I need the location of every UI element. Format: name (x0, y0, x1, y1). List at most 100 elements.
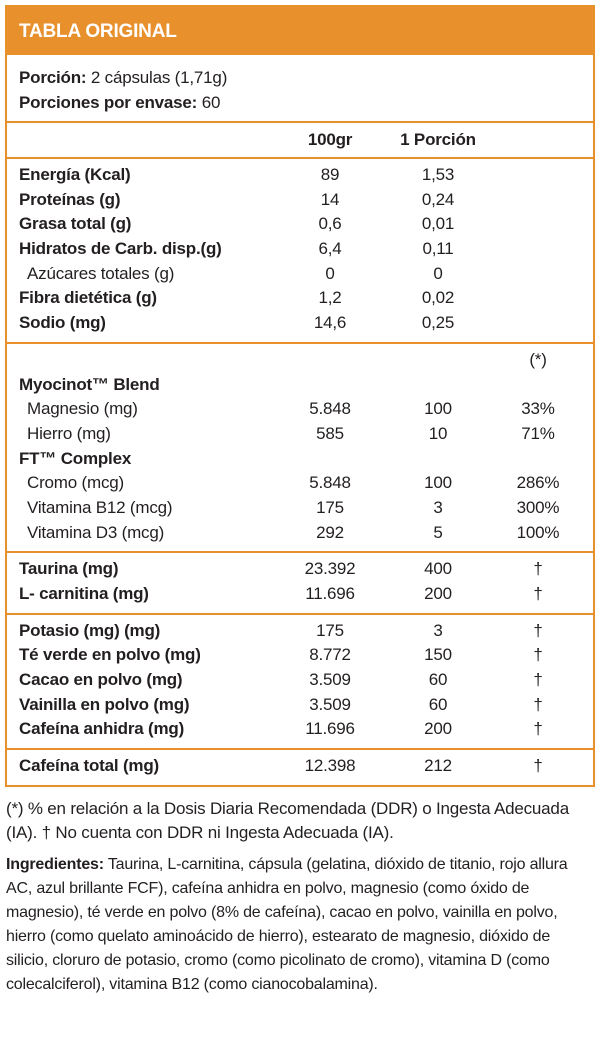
cell-value: 1,53 (421, 165, 455, 184)
cell-value: 0 (325, 263, 335, 283)
table-row: Vainilla en polvo (mg) 3.509 60 † (7, 693, 593, 718)
table-row: Magnesio (mg) 5.848 100 33% (7, 397, 593, 422)
row-label: Myocinot™ Blend (19, 374, 160, 394)
cell-value: 292 (316, 522, 344, 542)
cell-value: 0,11 (422, 239, 454, 259)
row-label: FT™ Complex (19, 448, 132, 468)
serving-info: Porción: 2 cápsulas (1,71g) Porciones por… (7, 55, 593, 123)
cell-value: † (533, 584, 543, 603)
cell-value: 0,6 (318, 214, 342, 234)
column-header: 100gr (307, 130, 353, 149)
cell-value: 585 (316, 423, 344, 443)
table-title: TABLA ORIGINAL (7, 7, 593, 55)
table-row: (*) (7, 348, 593, 373)
table-row: L- carnitina (mg) 11.696 200 † (7, 582, 593, 607)
row-label: Cafeína anhidra (mg) (19, 719, 185, 739)
row-label: Hierro (mg) (27, 423, 111, 443)
cell-value: 100 (424, 399, 452, 419)
cell-value: 11.696 (305, 584, 355, 603)
cell-value: 0,24 (421, 189, 455, 209)
cell-value: 11.696 (305, 719, 355, 739)
cell-value: 175 (316, 620, 344, 640)
row-label: Cromo (mcg) (27, 473, 124, 493)
table-row: Energía (Kcal) 89 1,53 (7, 163, 593, 188)
table-row: Hidratos de Carb. disp.(g) 6,4 0,11 (7, 237, 593, 262)
section: Energía (Kcal) 89 1,53 Proteínas (g) 14 0,24 G… (7, 159, 593, 344)
cell-value: † (533, 756, 543, 776)
table-row: Cacao en polvo (mg) 3.509 60 † (7, 668, 593, 693)
row-label: Grasa total (g) (19, 214, 132, 234)
cell-value: (*) (529, 349, 547, 369)
cell-value: 12.398 (304, 756, 356, 776)
cell-value: 3 (433, 497, 443, 517)
row-label: Cacao en polvo (mg) (19, 670, 183, 690)
section: (*) Myocinot™ Blend Magnesio (mg) 5.848 100 3… (7, 344, 593, 554)
row-label: Fibra dietética (g) (19, 288, 157, 308)
cell-value: † (533, 559, 543, 579)
serving-line: Porción: 2 cápsulas (1,71g) (19, 65, 581, 90)
table-row: Taurina (mg) 23.392 400 † (7, 557, 593, 582)
table-row: Fibra dietética (g) 1,2 0,02 (7, 286, 593, 311)
row-label: Vainilla en polvo (mg) (19, 694, 190, 714)
table-row: Myocinot™ Blend (7, 373, 593, 398)
cell-value: 0 (433, 263, 443, 283)
row-label: Vitamina D3 (mcg) (27, 522, 165, 542)
section: Taurina (mg) 23.392 400 † L- carnitina (mg) 1… (7, 553, 593, 615)
row-label: Magnesio (mg) (27, 399, 138, 419)
cell-value: 100% (516, 522, 560, 542)
cell-value: † (533, 645, 543, 665)
row-label: Sodio (mg) (19, 313, 106, 333)
cell-value: 3 (433, 620, 443, 640)
cell-value: 14 (320, 189, 340, 209)
table-row: Azúcares totales (g) 0 0 (7, 262, 593, 287)
table-row: Proteínas (g) 14 0,24 (7, 188, 593, 213)
serving-line: Porciones por envase: 60 (19, 90, 581, 115)
cell-value: 1,2 (318, 288, 342, 308)
cell-value: 23.392 (304, 559, 356, 579)
cell-value: 0,02 (421, 288, 455, 308)
serving-value: 60 (201, 93, 221, 112)
cell-value: 100 (424, 473, 452, 493)
section: Cafeína total (mg) 12.398 212 † (7, 750, 593, 785)
row-label: L- carnitina (mg) (19, 584, 149, 603)
row-label: Vitamina B12 (mcg) (27, 497, 173, 517)
ingredients-text: Taurina, L-carnitina, cápsula (gelatina,… (6, 856, 568, 993)
cell-value: 89 (320, 165, 340, 184)
section: Potasio (mg) (mg) 175 3 † Té verde en polvo … (7, 615, 593, 751)
cell-value: 60 (428, 670, 448, 690)
sections: Energía (Kcal) 89 1,53 Proteínas (g) 14 0,24 G… (7, 159, 593, 785)
serving-label: Porciones por envase: (19, 93, 198, 112)
table-row: Cromo (mcg) 5.848 100 286% (7, 471, 593, 496)
column-header: 1 Porción (400, 130, 476, 149)
cell-value: 5 (433, 522, 443, 542)
row-label: Potasio (mg) (mg) (19, 620, 161, 640)
cell-value: † (533, 620, 543, 640)
cell-value: 5.848 (309, 473, 351, 493)
table-row: Sodio (mg) 14,6 0,25 (7, 311, 593, 336)
table-row: Grasa total (g) 0,6 0,01 (7, 212, 593, 237)
row-label: Cafeína total (mg) (19, 756, 159, 776)
table-row: Vitamina D3 (mcg) 292 5 100% (7, 521, 593, 546)
column-headers: 100gr 1 Porción (7, 123, 593, 159)
cell-value: 3.509 (309, 694, 351, 714)
cell-value: 175 (316, 497, 344, 517)
cell-value: 150 (424, 645, 452, 665)
table-row: Hierro (mg) 585 10 71% (7, 422, 593, 447)
row-label: Proteínas (g) (19, 189, 121, 209)
cell-value: 0,25 (421, 313, 455, 333)
cell-value: 6,4 (318, 239, 342, 259)
row-label: Hidratos de Carb. disp.(g) (19, 239, 222, 259)
row-label: Energía (Kcal) (19, 165, 131, 184)
cell-value: 212 (424, 756, 452, 776)
cell-value: 400 (424, 559, 452, 579)
cell-value: 33% (521, 399, 555, 419)
table-row: Potasio (mg) (mg) 175 3 † (7, 619, 593, 644)
row-label: Taurina (mg) (19, 559, 119, 579)
cell-value: 300% (516, 497, 560, 517)
footnote: (*) % en relación a la Dosis Diaria Reco… (6, 799, 569, 842)
table-row: Té verde en polvo (mg) 8.772 150 † (7, 643, 593, 668)
serving-label: Porción: (19, 68, 87, 87)
nutrition-table: TABLA ORIGINAL Porción: 2 cápsulas (1,71… (5, 5, 595, 787)
cell-value: 0,01 (421, 214, 455, 234)
